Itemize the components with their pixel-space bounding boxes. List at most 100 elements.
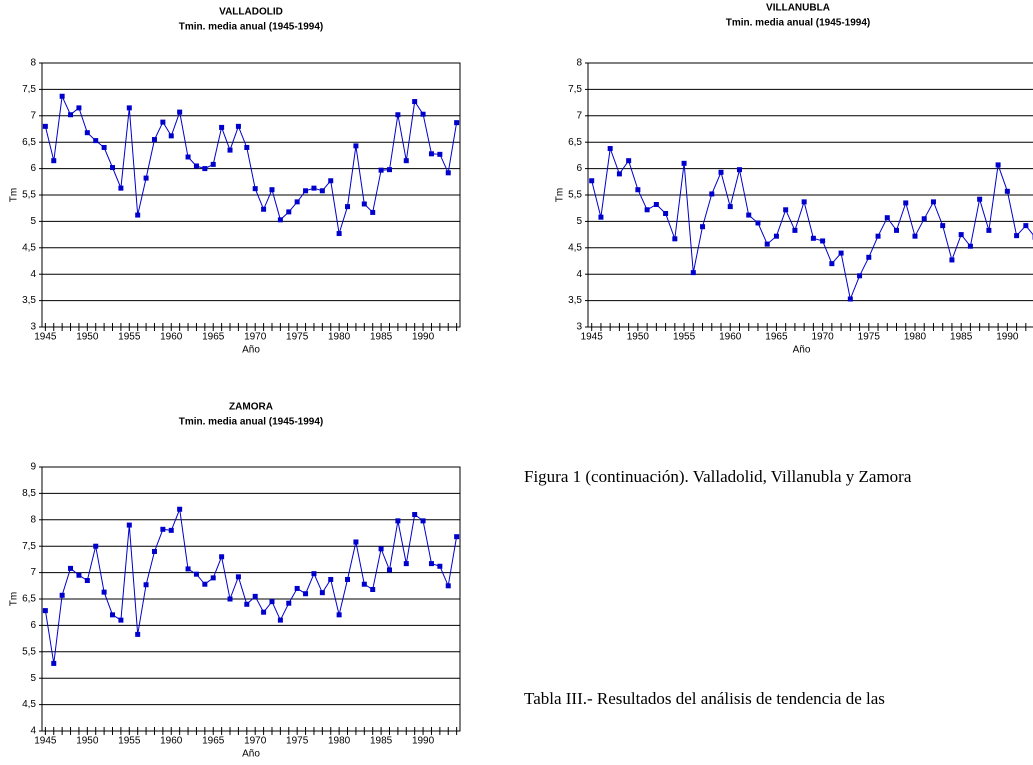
- y-tick-label: 5,5: [568, 190, 582, 201]
- data-point: [378, 167, 384, 173]
- data-point: [967, 243, 973, 249]
- data-point: [219, 124, 225, 130]
- data-point: [977, 196, 983, 202]
- data-point: [838, 250, 844, 256]
- data-point: [235, 123, 241, 129]
- data-point: [311, 571, 317, 577]
- data-point: [328, 576, 334, 582]
- data-point: [185, 154, 191, 160]
- data-point: [168, 527, 174, 533]
- x-tick-label: 1980: [328, 332, 351, 343]
- data-point: [185, 566, 191, 572]
- data-point: [261, 206, 267, 212]
- data-point: [319, 188, 325, 194]
- data-point: [294, 199, 300, 205]
- data-point: [912, 233, 918, 239]
- data-point: [353, 539, 359, 545]
- data-point: [219, 554, 225, 560]
- data-point: [68, 112, 74, 118]
- data-point: [672, 236, 678, 242]
- data-point: [663, 210, 669, 216]
- data-point: [378, 546, 384, 552]
- data-point: [126, 522, 132, 528]
- x-tick-label: 1975: [286, 736, 309, 747]
- data-point: [736, 167, 742, 173]
- data-point: [370, 209, 376, 215]
- data-point: [252, 186, 258, 192]
- data-point: [193, 163, 199, 169]
- data-point: [135, 631, 141, 637]
- data-point: [269, 599, 275, 605]
- data-point: [437, 563, 443, 569]
- data-point: [428, 561, 434, 567]
- data-point: [386, 567, 392, 573]
- x-axis-label: Año: [242, 749, 260, 760]
- data-point: [403, 158, 409, 164]
- data-point: [277, 217, 283, 223]
- x-axis-label: Año: [793, 345, 811, 356]
- data-point: [118, 617, 124, 623]
- chart-title: VALLADOLID: [219, 7, 283, 18]
- data-point: [42, 123, 48, 129]
- data-point: [940, 223, 946, 229]
- y-tick-label: 4: [576, 269, 582, 280]
- data-point: [336, 231, 342, 237]
- y-tick-label: 6: [30, 163, 36, 174]
- y-tick-label: 3: [576, 322, 582, 333]
- x-tick-label: 1980: [904, 332, 927, 343]
- data-point: [764, 241, 770, 247]
- data-point: [345, 576, 351, 582]
- data-point: [607, 146, 613, 152]
- data-point: [227, 596, 233, 602]
- data-point: [801, 199, 807, 205]
- data-point: [445, 170, 451, 176]
- data-point: [709, 191, 715, 197]
- data-point: [84, 130, 90, 136]
- data-point: [51, 660, 57, 666]
- x-tick-label: 1965: [202, 736, 225, 747]
- y-tick-label: 4,5: [568, 242, 582, 253]
- y-tick-label: 4,5: [22, 699, 36, 710]
- y-axis-label: Tm: [9, 592, 20, 606]
- data-point: [210, 161, 216, 167]
- data-line: [44, 507, 458, 664]
- data-point: [118, 185, 124, 191]
- data-point: [303, 591, 309, 597]
- y-tick-label: 9: [30, 462, 36, 473]
- data-point: [437, 151, 443, 157]
- x-tick-label: 1990: [996, 332, 1019, 343]
- x-tick-label: 1955: [118, 736, 141, 747]
- table-caption: Tabla III.- Resultados del análisis de t…: [524, 689, 885, 708]
- data-point: [51, 158, 57, 164]
- y-tick-label: 7: [30, 110, 36, 121]
- data-point: [949, 257, 955, 263]
- data-point: [986, 227, 992, 233]
- data-point: [386, 167, 392, 173]
- data-point: [177, 506, 183, 512]
- data-point: [353, 143, 359, 149]
- data-point: [76, 105, 82, 111]
- data-point: [921, 216, 927, 222]
- data-point: [395, 112, 401, 118]
- data-point: [1004, 188, 1010, 194]
- data-point: [403, 561, 409, 567]
- data-point: [311, 185, 317, 191]
- data-point: [690, 270, 696, 276]
- data-point: [857, 273, 863, 279]
- x-tick-label: 1955: [118, 332, 141, 343]
- data-point: [755, 220, 761, 226]
- x-tick-label: 1985: [370, 332, 393, 343]
- x-tick-label: 1950: [627, 332, 650, 343]
- y-tick-label: 5: [30, 216, 36, 227]
- data-point: [653, 202, 659, 208]
- data-point: [59, 592, 65, 598]
- data-point: [76, 572, 82, 578]
- data-point: [277, 617, 283, 623]
- y-axis-label: Tm: [9, 188, 20, 202]
- data-point: [160, 119, 166, 125]
- data-point: [227, 147, 233, 153]
- data-point: [168, 133, 174, 139]
- data-point: [454, 120, 460, 126]
- data-point: [454, 534, 460, 540]
